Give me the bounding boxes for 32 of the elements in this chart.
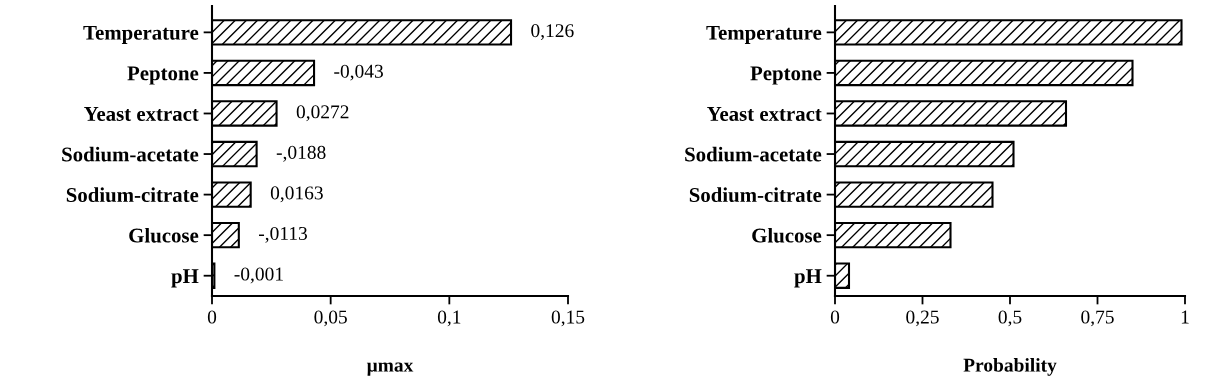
annotation: -0,043 xyxy=(334,64,383,81)
x-tick-label: 0,5 xyxy=(998,310,1022,327)
annotation: 0,0272 xyxy=(296,105,349,122)
y-tick-label: Glucose xyxy=(752,227,822,243)
y-tick-label: Glucose xyxy=(129,227,199,243)
annotation: -,0113 xyxy=(258,226,307,243)
x-tick-label: 0,25 xyxy=(906,310,939,327)
annotation: -,0188 xyxy=(276,145,326,162)
x-tick-label: 0,05 xyxy=(314,310,347,327)
x-tick-label: 0,1 xyxy=(437,310,461,327)
y-tick-label: Sodium-acetate xyxy=(62,146,199,162)
x-tick-label: 0 xyxy=(207,310,217,324)
y-tick-label: Sodium-acetate xyxy=(685,146,822,162)
x-axis-title: μmax xyxy=(366,362,414,376)
y-tick-label: pH xyxy=(794,269,822,288)
annotation: 0,0163 xyxy=(270,186,323,203)
y-tick-label: Yeast extract xyxy=(707,107,822,121)
x-tick-label: 0 xyxy=(830,310,840,324)
annotation: -0,001 xyxy=(234,267,283,284)
y-tick-label: Peptone xyxy=(750,66,822,85)
x-tick-label: 0,75 xyxy=(1081,310,1114,327)
annotation: 0,126 xyxy=(531,24,574,41)
y-tick-label: Yeast extract xyxy=(84,107,199,121)
y-tick-label: Temperature xyxy=(706,25,822,45)
x-axis-title: Probability xyxy=(963,358,1057,376)
y-tick-label: Peptone xyxy=(127,66,199,85)
x-tick-label: 0,15 xyxy=(551,310,585,327)
y-tick-label: Sodium-citrate xyxy=(689,187,822,203)
y-tick-label: Sodium-citrate xyxy=(66,187,199,203)
y-tick-label: pH xyxy=(171,269,199,288)
y-tick-label: Temperature xyxy=(83,25,199,45)
x-tick-label: 1 xyxy=(1181,310,1189,324)
